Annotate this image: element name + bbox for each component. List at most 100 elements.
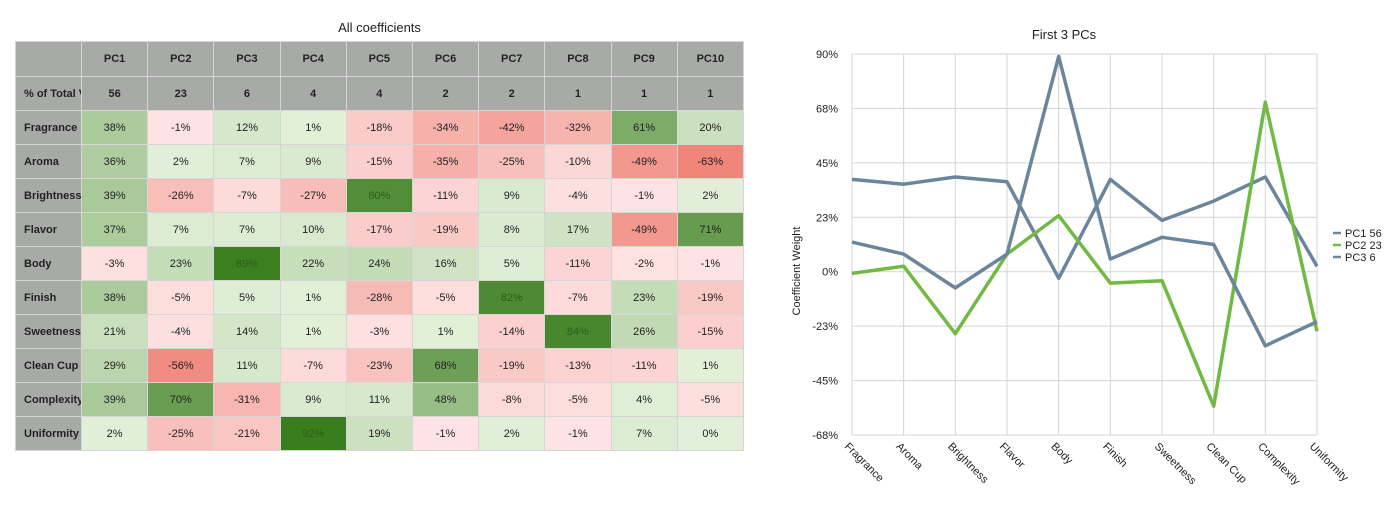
coef-cell: -19% [411, 212, 480, 247]
coef-cell: 22% [279, 246, 347, 281]
y-tick-label: 90% [816, 49, 838, 61]
y-tick-label: -23% [812, 321, 838, 333]
coef-cell: 1% [676, 348, 745, 383]
coef-cell: 9% [279, 382, 347, 417]
x-tick-label: Flavor [997, 441, 1027, 471]
coef-cell: 8% [478, 212, 546, 247]
row-label: Sweetness [15, 314, 82, 349]
x-tick-label: Uniformity [1307, 441, 1351, 485]
y-tick-label: -45% [812, 376, 838, 388]
table-row: Body -3% 23% 89% 22% 24% 16% 5% -11% -2% -1% [15, 246, 745, 281]
coef-cell: -27% [279, 178, 347, 213]
coef-cell: 38% [80, 280, 149, 315]
coef-cell: -7% [213, 178, 281, 213]
row-label: Finish [15, 280, 82, 315]
coef-cell: 89% [213, 246, 281, 281]
coef-cell: 14% [213, 314, 281, 349]
coef-cell: -1% [544, 416, 612, 451]
coef-cell: -7% [279, 348, 347, 383]
coef-cell: 16% [411, 246, 480, 281]
coef-cell: 71% [676, 212, 745, 247]
coef-cell: 11% [345, 382, 413, 417]
series-line-1 [851, 175, 1319, 281]
coef-cell: -32% [544, 110, 612, 145]
coef-cell: -3% [80, 246, 149, 281]
coefficients-heatmap-table: PC1 PC2 PC3 PC4 PC5 PC6 PC7 PC8 PC9 PC10 % of Tot… [15, 41, 745, 451]
table-row: Finish 38% -5% 5% 1% -28% -5% 82% -7% 23% -19% [15, 280, 745, 315]
header-corner [15, 41, 82, 77]
row-label: Brightness [15, 178, 82, 213]
x-tick-label: Clean Cup [1204, 441, 1249, 486]
coef-cell: 1% [279, 280, 347, 315]
coef-cell: -19% [478, 348, 546, 383]
table-row: Complexity 39% 70% -31% 9% 11% 48% -8% -5% 4% -5% [15, 382, 745, 417]
coef-cell: 17% [544, 212, 612, 247]
x-tick-labels: Fragrance Aroma Brightness Flavor Body Finish… [842, 441, 1351, 488]
table-row: Flavor 37% 7% 7% 10% -17% -19% 8% 17% -49% 71% [15, 212, 745, 247]
row-label: Flavor [15, 212, 82, 247]
coef-cell: 39% [80, 178, 149, 213]
coef-cell: -11% [544, 246, 612, 281]
coef-cell: -49% [610, 144, 678, 179]
series-lines [851, 54, 1319, 408]
x-tick-label: Finish [1100, 441, 1129, 470]
coef-cell: 1% [279, 314, 347, 349]
coef-cell: 7% [147, 212, 215, 247]
coef-cell: 26% [610, 314, 678, 349]
coef-cell: -34% [411, 110, 480, 145]
coef-cell: -35% [411, 144, 480, 179]
coef-cell: 82% [478, 280, 546, 315]
coef-cell: 4% [610, 382, 678, 417]
variance-value: 2 [411, 76, 480, 111]
coef-cell: -5% [147, 280, 215, 315]
coef-cell: 0% [676, 416, 745, 451]
y-tick-label: 45% [816, 158, 838, 170]
coef-cell: -1% [610, 178, 678, 213]
row-label: Uniformity [15, 416, 82, 451]
x-tick-label: Sweetness [1152, 441, 1199, 488]
coef-cell: 68% [411, 348, 480, 383]
coef-cell: -56% [147, 348, 215, 383]
coef-cell: 2% [80, 416, 149, 451]
coef-cell: 92% [279, 416, 347, 451]
coef-cell: 10% [279, 212, 347, 247]
coef-cell: -1% [676, 246, 745, 281]
coef-cell: 48% [411, 382, 480, 417]
coef-cell: 37% [80, 212, 149, 247]
x-tick-label: Complexity [1255, 441, 1302, 488]
y-tick-label: 68% [816, 103, 838, 115]
coef-cell: -1% [411, 416, 480, 451]
variance-value: 1 [610, 76, 678, 111]
coef-cell: -4% [544, 178, 612, 213]
variance-label: % of Total Variance [15, 76, 82, 111]
chart-grid [851, 53, 1318, 436]
table-row: Aroma 36% 2% 7% 9% -15% -35% -25% -10% -49% -63% [15, 144, 745, 179]
coef-cell: -25% [478, 144, 546, 179]
pc-line-chart: First 3 PCs 90% 68% 45% 23% 0% -23% -45% -68% F… [791, 27, 1382, 488]
series-line-3 [851, 54, 1318, 348]
row-label: Body [15, 246, 82, 281]
variance-value: 6 [213, 76, 281, 111]
coef-cell: -11% [411, 178, 480, 213]
row-label: Aroma [15, 144, 82, 179]
y-tick-label: 23% [816, 212, 838, 224]
variance-value: 1 [676, 76, 745, 111]
y-tick-label: 0% [822, 267, 838, 279]
x-tick-label: Aroma [894, 441, 926, 473]
table-row: Fragrance 38% -1% 12% 1% -18% -34% -42% -32% 61% 2… [15, 110, 745, 145]
coef-cell: -7% [544, 280, 612, 315]
coef-cell: 11% [213, 348, 281, 383]
coef-cell: 21% [80, 314, 149, 349]
coef-cell: -23% [345, 348, 413, 383]
pc-header-5: PC5 [345, 41, 413, 77]
coef-cell: -11% [610, 348, 678, 383]
pc-header-1: PC1 [80, 41, 149, 77]
coef-cell: 23% [147, 246, 215, 281]
variance-value: 56 [80, 76, 149, 111]
coef-cell: 70% [147, 382, 215, 417]
coef-cell: 38% [80, 110, 149, 145]
variance-value: 4 [279, 76, 347, 111]
coef-cell: 1% [411, 314, 480, 349]
coef-cell: 19% [345, 416, 413, 451]
row-label: Fragrance [15, 110, 82, 145]
